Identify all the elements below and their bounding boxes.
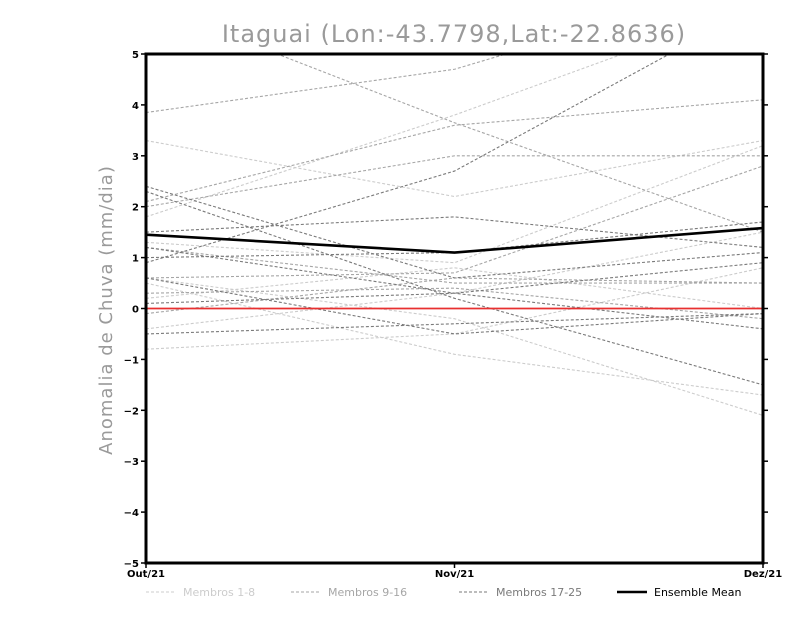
y-axis-label: Anomalia de Chuva (mm/dia) — [96, 165, 117, 455]
member-line-3 — [146, 277, 763, 416]
y-axis-ticks: −5 −4 −3 −2 −1 0 1 2 3 4 5 — [124, 50, 768, 570]
member-line-18 — [146, 216, 763, 248]
member-line-23 — [146, 221, 763, 259]
x-tick-label: Dez/21 — [744, 569, 783, 580]
y-tick-label: 2 — [132, 203, 139, 214]
plot-lines — [146, 54, 763, 416]
chart-title: Itaguai (Lon:-43.7798,Lat:-22.8636) — [222, 20, 686, 48]
legend-label: Ensemble Mean — [654, 586, 741, 599]
x-axis-ticks: Out/21 Nov/21 Dez/21 — [127, 563, 782, 580]
y-tick-label: −2 — [124, 406, 139, 417]
x-tick-label: Nov/21 — [435, 569, 474, 580]
member-line-9 — [146, 54, 508, 114]
member-line-11 — [275, 54, 763, 233]
member-line-6 — [146, 145, 763, 264]
member-line-4 — [146, 267, 763, 350]
mean-line-layer — [146, 226, 763, 254]
legend-label: Membros 9-16 — [328, 586, 407, 599]
y-tick-label: 4 — [132, 101, 139, 112]
y-tick-label: −1 — [124, 355, 139, 366]
member-line-8 — [146, 231, 763, 330]
member-line-17 — [146, 54, 671, 264]
legend: Membros 1-8 Membros 9-16 Membros 17-25 Ense… — [146, 586, 741, 599]
ensemble-mean-line — [146, 226, 763, 254]
member-line-20 — [146, 313, 763, 335]
member-line-19 — [146, 185, 763, 279]
y-tick-label: 0 — [132, 305, 139, 316]
member-line-13 — [146, 246, 763, 284]
member-line-21 — [146, 262, 763, 304]
member-line-7 — [146, 282, 763, 396]
y-tick-label: −5 — [124, 559, 139, 570]
member-line-22 — [146, 190, 763, 386]
member-line-25 — [146, 246, 763, 330]
y-tick-label: −3 — [124, 457, 139, 468]
member-line-1 — [146, 139, 763, 198]
member-line-12 — [146, 155, 763, 208]
member-line-5 — [146, 267, 763, 310]
member-line-14 — [146, 165, 763, 279]
y-tick-label: 3 — [132, 152, 139, 163]
legend-label: Membros 1-8 — [183, 586, 255, 599]
y-tick-label: 5 — [132, 50, 139, 61]
y-tick-label: 1 — [132, 254, 139, 265]
y-tick-label: −4 — [124, 508, 139, 519]
member-line-10 — [146, 99, 763, 203]
x-tick-label: Out/21 — [127, 569, 165, 580]
member-line-24 — [146, 277, 763, 335]
legend-label: Membros 17-25 — [496, 586, 582, 599]
